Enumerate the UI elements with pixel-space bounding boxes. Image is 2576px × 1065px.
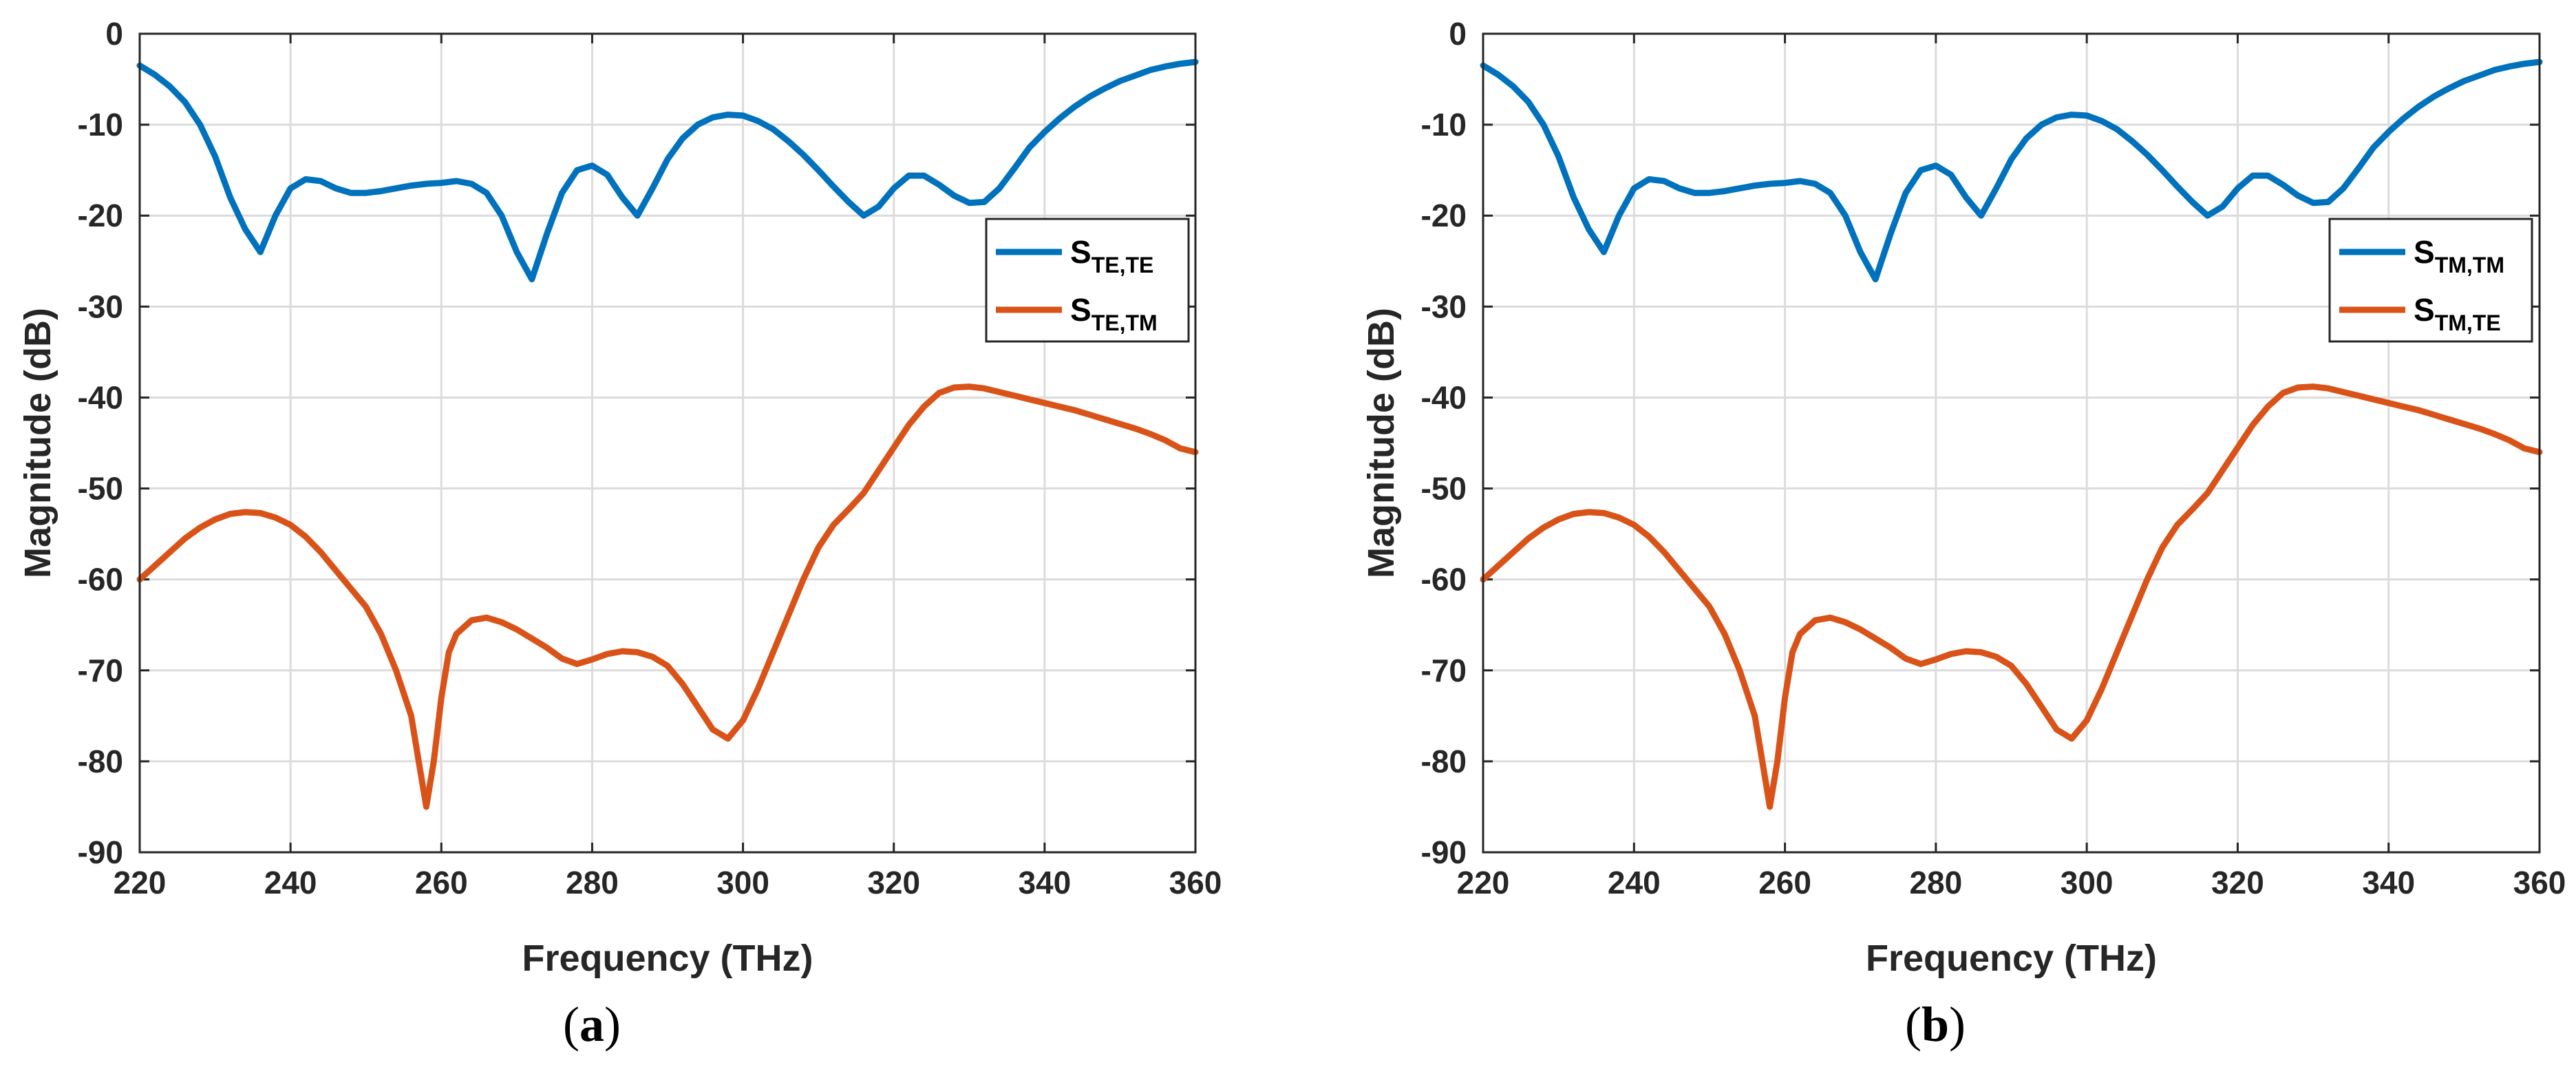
- y-tick-label: -70: [78, 653, 123, 688]
- y-tick-label: -70: [1421, 653, 1467, 688]
- x-tick-label: 280: [566, 865, 619, 900]
- legend-label-1: STM,TM: [2414, 234, 2504, 277]
- y-tick-label: -30: [1421, 288, 1467, 324]
- chart-panel-a: 220 240 260 280 300 320 340 360 0 -10 -20 -30 -40 -50…: [17, 16, 1222, 1052]
- x-axis-label: Frequency (THz): [522, 938, 813, 979]
- y-tick-label: -10: [78, 107, 123, 143]
- y-tick-label: -50: [1421, 471, 1467, 507]
- y-tick-label: -20: [1421, 198, 1467, 233]
- x-tick-label: 340: [2362, 865, 2415, 900]
- legend-label-subscript: TM,TM: [2435, 253, 2504, 277]
- axes-box: [1482, 32, 2541, 854]
- y-tick-label: -40: [78, 379, 123, 415]
- legend-label-subscript: TE,TE: [1092, 253, 1154, 277]
- legend-label-base: S: [1070, 292, 1092, 328]
- y-tick-label: 0: [1449, 16, 1467, 52]
- y-axis-label: Magnitude (dB): [17, 308, 58, 578]
- plot-area: [1483, 34, 2540, 852]
- caption-letter: a: [579, 997, 604, 1052]
- series-line-1: [136, 59, 1199, 283]
- caption-open: (: [563, 997, 579, 1052]
- y-tick-label: -40: [1421, 379, 1467, 415]
- y-tick-label: -10: [1421, 107, 1467, 143]
- x-tick-label: 220: [1457, 865, 1510, 900]
- x-tick-label: 300: [2061, 865, 2114, 900]
- y-tick-label: -90: [1421, 834, 1467, 870]
- axes-box: [138, 32, 1197, 854]
- y-tick-label: 0: [105, 16, 123, 52]
- legend-box: [2328, 218, 2533, 343]
- y-tick-label: -30: [78, 288, 123, 324]
- y-tick-label: -50: [78, 471, 123, 507]
- caption-open: (: [1905, 997, 1922, 1052]
- x-tick-label: 300: [716, 865, 769, 900]
- panel-caption: (b): [1905, 997, 1966, 1052]
- x-tick-label: 260: [1758, 865, 1811, 900]
- x-tick-label: 220: [114, 865, 167, 900]
- x-axis-label: Frequency (THz): [1866, 938, 2157, 979]
- panel-caption: (a): [563, 997, 621, 1052]
- legend-label-1: STE,TE: [1070, 234, 1153, 277]
- y-tick-label: -80: [1421, 744, 1467, 779]
- x-tick-label: 240: [1608, 865, 1661, 900]
- legend-label-base: S: [1070, 234, 1092, 270]
- y-tick-label: -60: [78, 562, 123, 598]
- legend-label-2: STE,TM: [1070, 292, 1158, 335]
- x-tick-label: 280: [1909, 865, 1962, 900]
- y-tick-label: -90: [78, 834, 123, 870]
- legend-box: [985, 218, 1190, 343]
- series-line-2: [136, 383, 1199, 810]
- y-tick-label: -20: [78, 198, 123, 233]
- legend-label-subscript: TE,TM: [1092, 310, 1158, 335]
- legend-label-subscript: TM,TE: [2435, 310, 2501, 335]
- y-axis-label: Magnitude (dB): [1361, 308, 1402, 578]
- x-tick-label: 360: [1169, 865, 1222, 900]
- y-tick-label: -60: [1421, 562, 1467, 598]
- legend-label-base: S: [2414, 292, 2435, 328]
- y-tick-label: -80: [78, 744, 123, 779]
- legend-label-base: S: [2414, 234, 2435, 270]
- x-tick-label: 260: [415, 865, 468, 900]
- x-tick-label: 320: [867, 865, 920, 900]
- series-line-2: [1480, 383, 2543, 810]
- series-line-1: [1480, 59, 2543, 283]
- caption-letter: b: [1922, 997, 1949, 1052]
- chart-panel-b: 220 240 260 280 300 320 340 360 0 -10 -20 -30 -40 -50…: [1361, 16, 2566, 1052]
- plot-area: [140, 34, 1195, 852]
- caption-close: ): [604, 997, 621, 1052]
- x-tick-label: 360: [2513, 865, 2566, 900]
- x-tick-label: 340: [1018, 865, 1071, 900]
- caption-close: ): [1949, 997, 1966, 1052]
- x-tick-label: 240: [264, 865, 317, 900]
- legend-label-2: STM,TE: [2414, 292, 2501, 335]
- x-tick-label: 320: [2211, 865, 2264, 900]
